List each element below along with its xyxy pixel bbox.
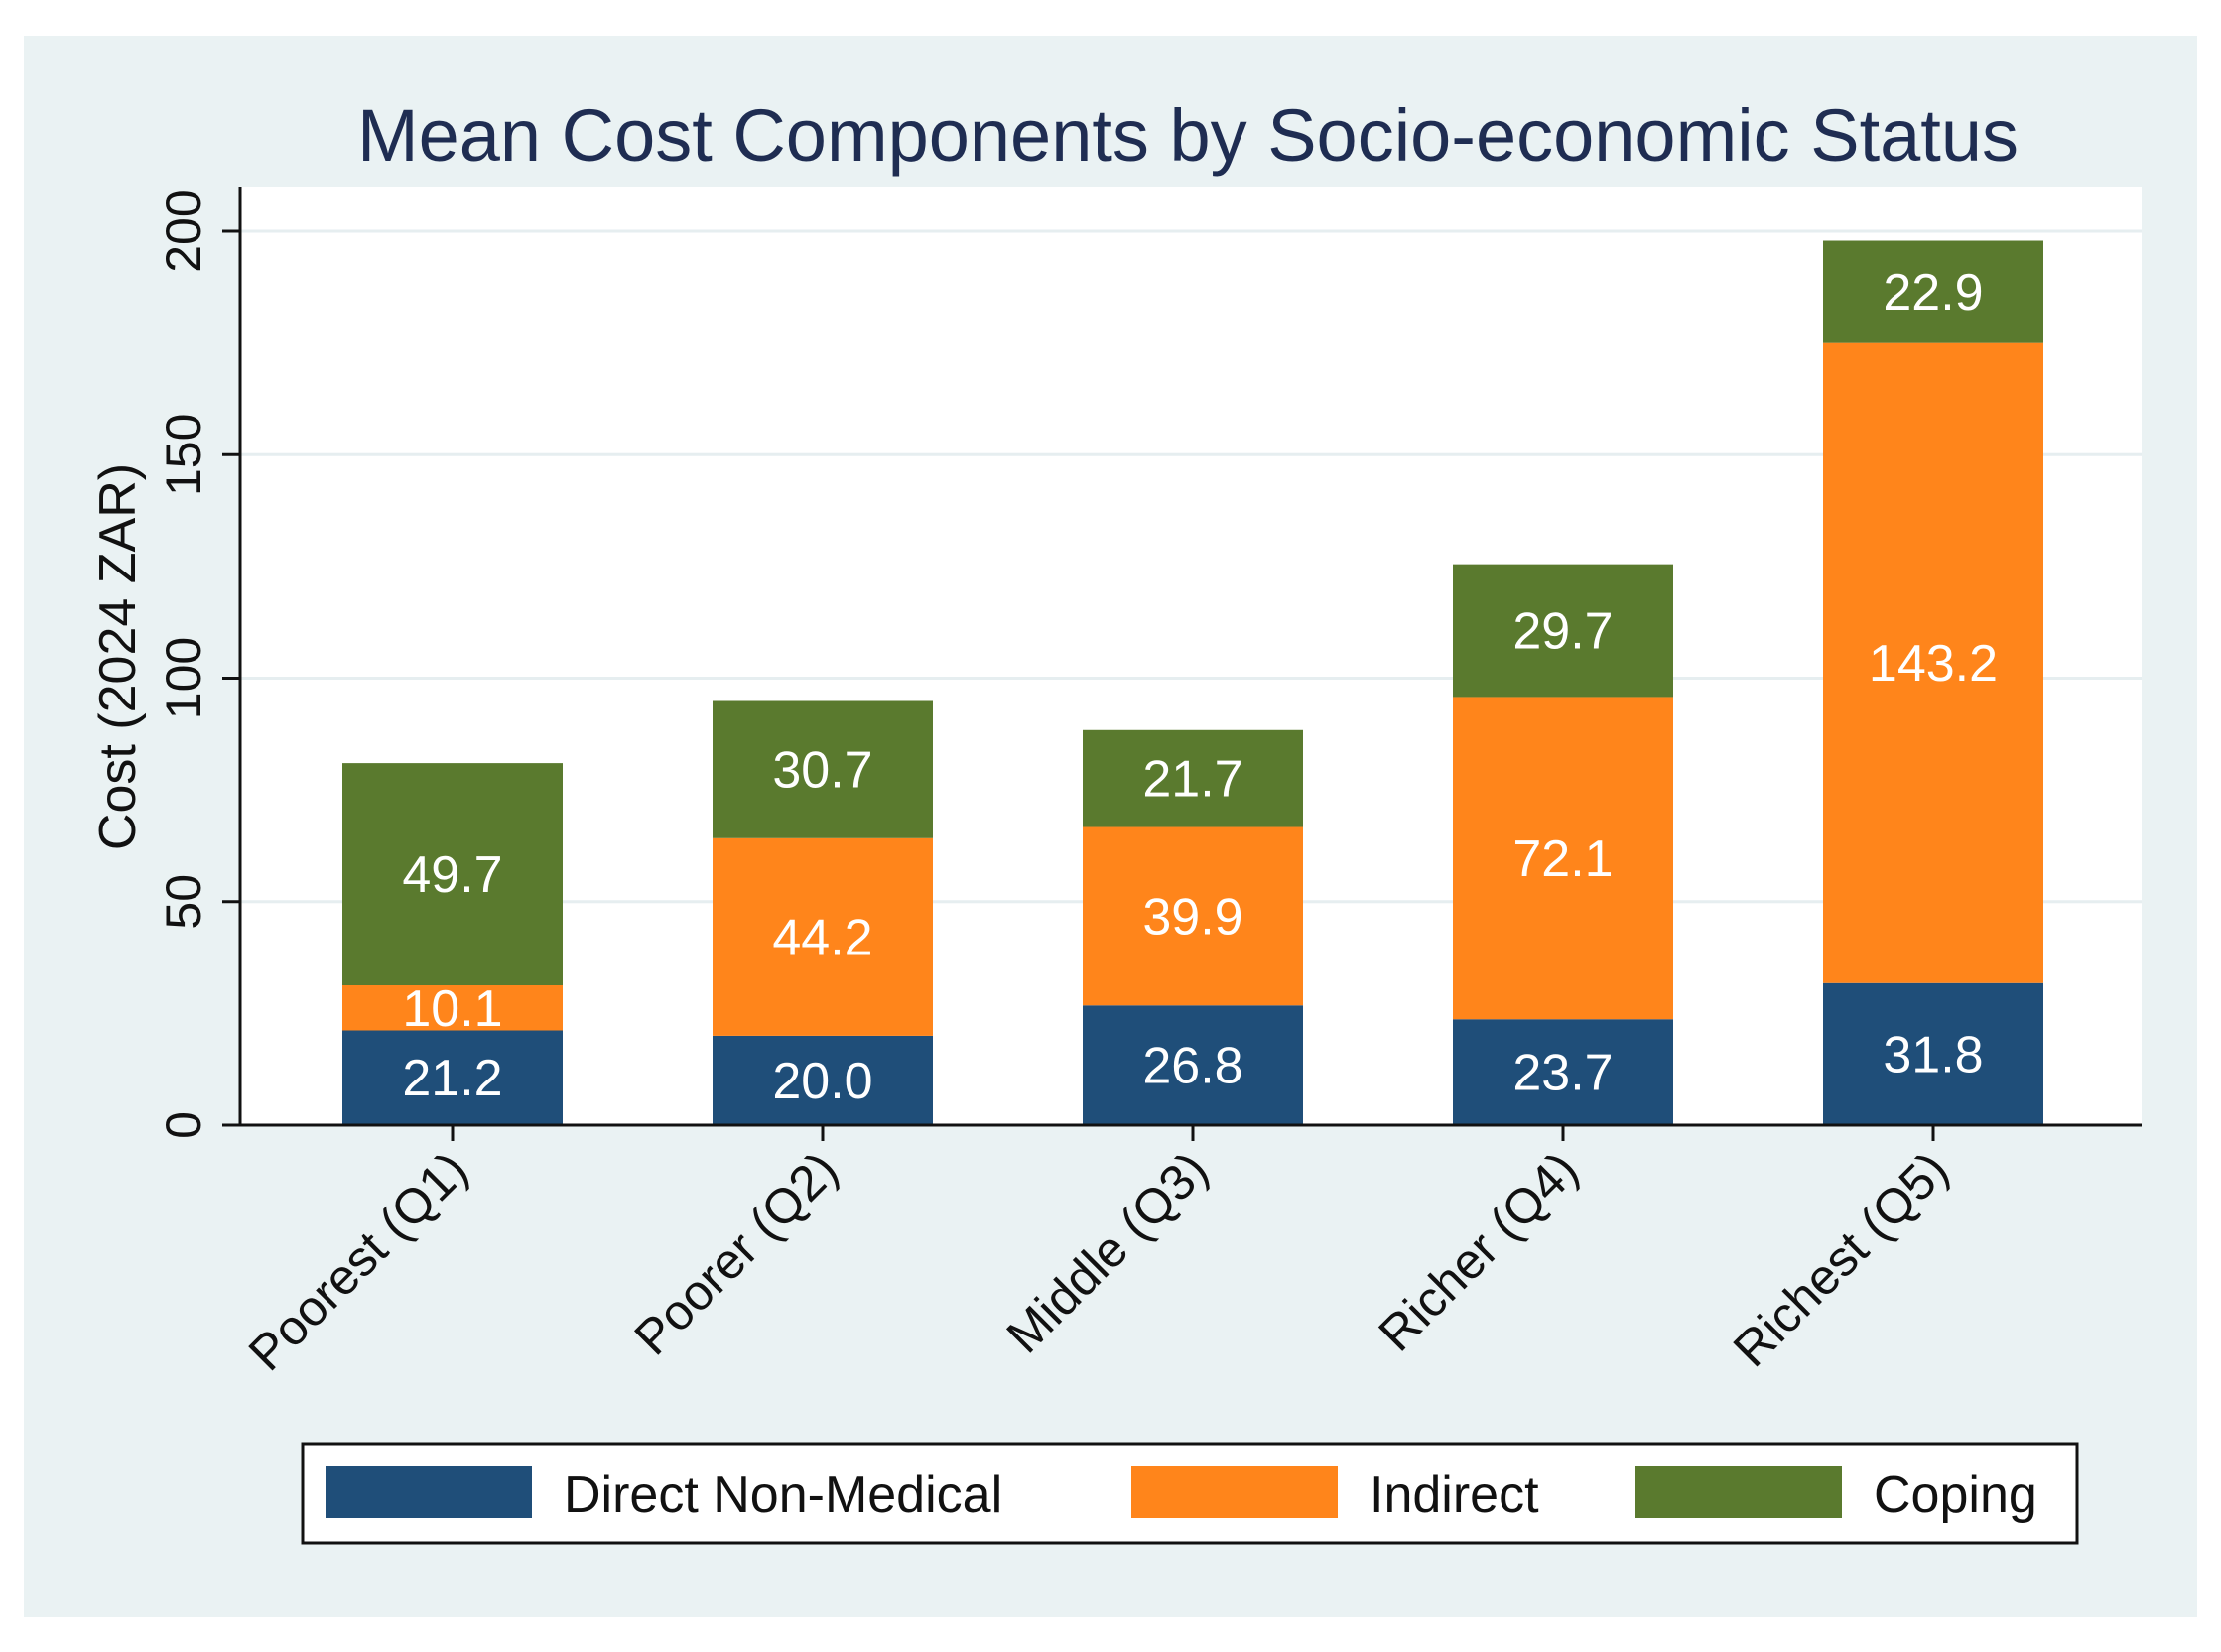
data-label: 39.9 (1142, 888, 1242, 946)
bar-indirect (342, 985, 563, 1031)
legend-label-indirect: Indirect (1370, 1466, 1539, 1524)
legend-swatch-direct-non-medical (326, 1466, 532, 1518)
bar-coping (342, 763, 563, 986)
bar-coping (1823, 240, 2043, 343)
data-label: 44.2 (772, 909, 872, 966)
y-tick-label: 0 (156, 1111, 211, 1139)
data-label: 31.8 (1883, 1026, 1983, 1083)
y-tick-label: 200 (156, 190, 211, 272)
y-tick-label: 50 (156, 874, 211, 930)
bar-indirect (1453, 697, 1673, 1020)
legend-swatch-coping (1635, 1466, 1842, 1518)
legend-swatch-indirect (1131, 1466, 1338, 1518)
legend-label-direct-non-medical: Direct Non-Medical (564, 1466, 1002, 1524)
bar-coping (1083, 729, 1303, 827)
data-label: 20.0 (772, 1053, 872, 1110)
x-axis-ticks: Poorest (Q1) Poorer (Q2) Middle (Q3) Richer… (238, 1125, 1959, 1381)
y-axis-ticks: 0 50 100 150 200 (156, 190, 240, 1139)
bar-coping (713, 700, 933, 838)
x-tick-label: Poorest (Q1) (238, 1141, 478, 1381)
data-label: 21.2 (402, 1050, 502, 1107)
data-label: 26.8 (1142, 1038, 1242, 1095)
data-label: 29.7 (1512, 603, 1613, 661)
bar-indirect (1823, 342, 2043, 983)
y-axis-label: Cost (2024 ZAR) (89, 463, 147, 850)
bar-direct-non-medical (342, 1030, 563, 1125)
data-label: 22.9 (1883, 264, 1983, 321)
legend: Direct Non-Medical Indirect Coping (301, 1442, 2079, 1545)
bar-coping (1453, 564, 1673, 698)
x-tick-label: Middle (Q3) (995, 1141, 1218, 1363)
bar-direct-non-medical (1453, 1019, 1673, 1125)
y-tick-label: 150 (156, 414, 211, 496)
y-tick-label: 100 (156, 637, 211, 719)
data-label: 30.7 (772, 742, 872, 800)
bar-indirect (1083, 826, 1303, 1006)
x-tick-label: Poorer (Q2) (624, 1141, 849, 1365)
bar-indirect (713, 837, 933, 1036)
x-tick-label: Richer (Q4) (1368, 1141, 1588, 1361)
data-label: 49.7 (402, 846, 502, 904)
bars (342, 240, 2043, 1125)
bar-direct-non-medical (1083, 1005, 1303, 1125)
legend-label-coping: Coping (1874, 1466, 2037, 1524)
data-labels: 21.2 10.1 49.7 20.0 44.2 30.7 26.8 39.9 21.7 23.7… (402, 264, 1998, 1110)
data-label: 72.1 (1512, 830, 1613, 888)
data-label: 23.7 (1512, 1045, 1613, 1102)
x-tick-label: Richest (Q5) (1723, 1141, 1959, 1377)
data-label: 21.7 (1142, 751, 1242, 809)
bar-direct-non-medical (713, 1035, 933, 1125)
data-label: 143.2 (1869, 635, 1998, 693)
bar-direct-non-medical (1823, 982, 2043, 1125)
data-label: 10.1 (402, 980, 502, 1038)
chart-title: Mean Cost Components by Socio-economic S… (357, 94, 2019, 177)
